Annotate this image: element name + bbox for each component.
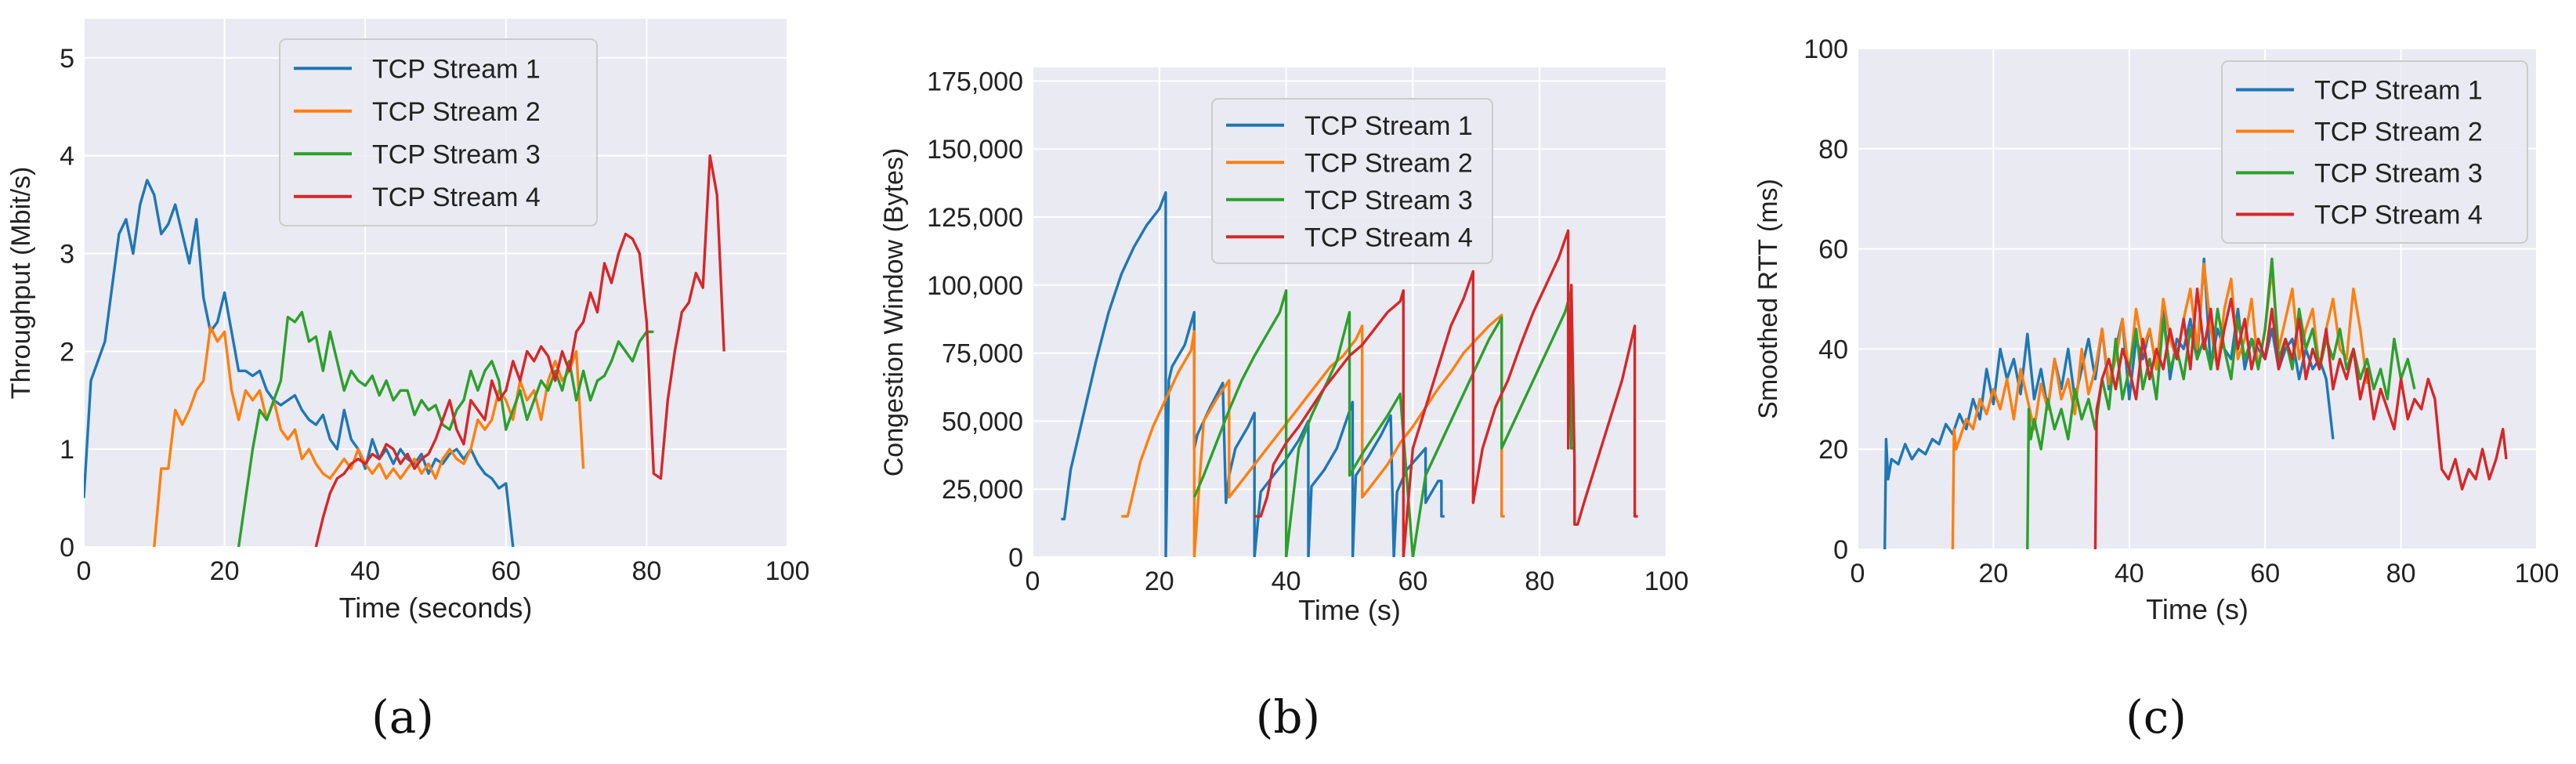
series-line-stream-1 — [1061, 191, 1445, 557]
x-tick-label: 80 — [631, 556, 661, 586]
series-line-stream-4 — [1254, 229, 1638, 557]
series-line-stream-2 — [1951, 263, 2368, 549]
series-line-stream-4 — [2093, 288, 2508, 549]
y-tick-label: 2 — [60, 337, 74, 367]
legend-label-stream-1: TCP Stream 1 — [2314, 76, 2483, 106]
series-line-stream-3 — [237, 310, 654, 547]
y-axis-label: Smoothed RTT (ms) — [1753, 179, 1783, 419]
x-tick-label: 80 — [1525, 567, 1554, 596]
y-tick-label: 75,000 — [942, 339, 1023, 369]
legend-label-stream-4: TCP Stream 4 — [2314, 201, 2483, 230]
x-tick-label: 60 — [2250, 559, 2280, 588]
legend-label-stream-4: TCP Stream 4 — [372, 183, 541, 212]
legend: TCP Stream 1 TCP Stream 2 TCP Stream 3 TCP … — [2221, 60, 2528, 244]
legend-label-stream-3: TCP Stream 3 — [1304, 186, 1473, 215]
series-line-stream-2 — [1121, 313, 1505, 557]
y-tick-label: 150,000 — [927, 135, 1023, 165]
x-tick-label: 100 — [765, 556, 810, 586]
legend-label-stream-1: TCP Stream 1 — [1304, 111, 1473, 141]
y-tick-label: 40 — [1818, 335, 1848, 364]
legend: TCP Stream 1 TCP Stream 2 TCP Stream 3 TCP … — [279, 38, 598, 226]
legend-label-stream-4: TCP Stream 4 — [1304, 223, 1473, 252]
x-tick-label: 40 — [1272, 567, 1301, 596]
legend-box — [2221, 60, 2528, 244]
x-axis-label: Time (seconds) — [339, 592, 533, 624]
series-line-stream-3 — [1192, 289, 1575, 557]
x-tick-label: 0 — [1851, 559, 1865, 588]
y-tick-label: 25,000 — [942, 475, 1023, 505]
y-tick-label: 20 — [1818, 435, 1848, 465]
panel-caption: (b) — [1256, 690, 1320, 744]
chart-panel-b: 0 20 40 60 80 100 0 25,000 50,000 75,000 100,000 12… — [879, 67, 1688, 744]
x-tick-label: 100 — [2515, 559, 2560, 588]
y-tick-label: 60 — [1818, 235, 1848, 265]
panel-caption: (c) — [2126, 690, 2187, 744]
x-tick-label: 60 — [1398, 567, 1427, 596]
x-tick-label: 40 — [2115, 559, 2144, 588]
legend-label-stream-3: TCP Stream 3 — [372, 139, 541, 169]
x-axis-label: Time (s) — [2146, 593, 2249, 625]
y-tick-label: 80 — [1818, 135, 1848, 165]
x-tick-label: 20 — [1145, 567, 1174, 596]
legend-box — [279, 38, 598, 226]
y-tick-label: 0 — [1008, 543, 1023, 573]
x-tick-label: 40 — [350, 556, 380, 586]
legend-box — [1211, 98, 1493, 264]
legend: TCP Stream 1 TCP Stream 2 TCP Stream 3 TCP … — [1211, 98, 1493, 264]
panel-caption: (a) — [371, 690, 434, 744]
y-tick-label: 100,000 — [927, 271, 1023, 301]
legend-label-stream-1: TCP Stream 1 — [372, 54, 541, 84]
y-tick-label: 4 — [60, 142, 74, 172]
y-tick-label: 0 — [60, 533, 74, 563]
y-tick-label: 3 — [60, 240, 74, 270]
x-tick-label: 20 — [210, 556, 240, 586]
y-tick-label: 175,000 — [927, 67, 1023, 96]
x-tick-label: 20 — [1978, 559, 2008, 588]
y-axis-label: Congestion Window (Bytes) — [879, 148, 909, 477]
legend-label-stream-2: TCP Stream 2 — [2314, 118, 2483, 147]
y-tick-label: 1 — [60, 435, 74, 465]
y-axis-label: Throughput (Mbit/s) — [6, 167, 36, 400]
y-tick-label: 125,000 — [927, 203, 1023, 233]
legend-label-stream-2: TCP Stream 2 — [372, 97, 541, 127]
legend-label-stream-2: TCP Stream 2 — [1304, 148, 1473, 178]
y-tick-label: 5 — [60, 44, 74, 74]
y-tick-label: 50,000 — [942, 407, 1023, 436]
x-axis-label: Time (s) — [1298, 594, 1401, 626]
y-tick-label: 100 — [1804, 34, 1848, 64]
x-tick-label: 0 — [77, 556, 92, 586]
series-line-stream-4 — [314, 154, 725, 547]
x-tick-label: 80 — [2386, 559, 2416, 588]
chart-panel-c: 0 20 40 60 80 100 0 20 40 60 80 100 Time (s) Smoothed… — [1753, 34, 2559, 744]
x-tick-label: 60 — [491, 556, 521, 586]
x-tick-label: 100 — [1644, 567, 1689, 596]
chart-panel-a: 0 20 40 60 80 100 0 1 2 3 4 5 Time (seconds) Throughp… — [6, 19, 809, 744]
legend-label-stream-3: TCP Stream 3 — [2314, 159, 2483, 189]
series-line-stream-1 — [84, 179, 515, 547]
y-tick-label: 0 — [1833, 535, 1848, 565]
x-tick-label: 0 — [1026, 567, 1040, 596]
